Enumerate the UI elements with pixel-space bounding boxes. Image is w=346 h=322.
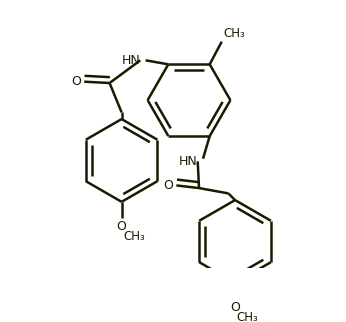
Text: HN: HN — [179, 155, 198, 168]
Text: HN: HN — [121, 54, 140, 67]
Text: O: O — [230, 301, 240, 314]
Text: CH₃: CH₃ — [223, 27, 245, 40]
Text: CH₃: CH₃ — [236, 311, 258, 322]
Text: O: O — [163, 179, 173, 192]
Text: O: O — [117, 220, 127, 233]
Text: O: O — [71, 75, 81, 88]
Text: CH₃: CH₃ — [123, 230, 145, 242]
